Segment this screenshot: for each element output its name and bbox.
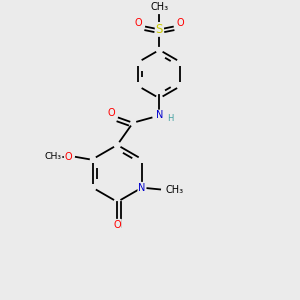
Text: O: O [177, 18, 184, 28]
Text: N: N [156, 110, 163, 120]
Text: O: O [134, 18, 142, 28]
Text: S: S [156, 23, 163, 36]
Text: N: N [138, 183, 146, 193]
Text: CH₃: CH₃ [165, 185, 183, 195]
Text: O: O [64, 152, 72, 162]
Text: H: H [167, 114, 173, 123]
Text: O: O [113, 220, 121, 230]
Text: CH₃: CH₃ [150, 2, 169, 12]
Text: O: O [108, 107, 116, 118]
Text: CH₃: CH₃ [45, 152, 61, 161]
